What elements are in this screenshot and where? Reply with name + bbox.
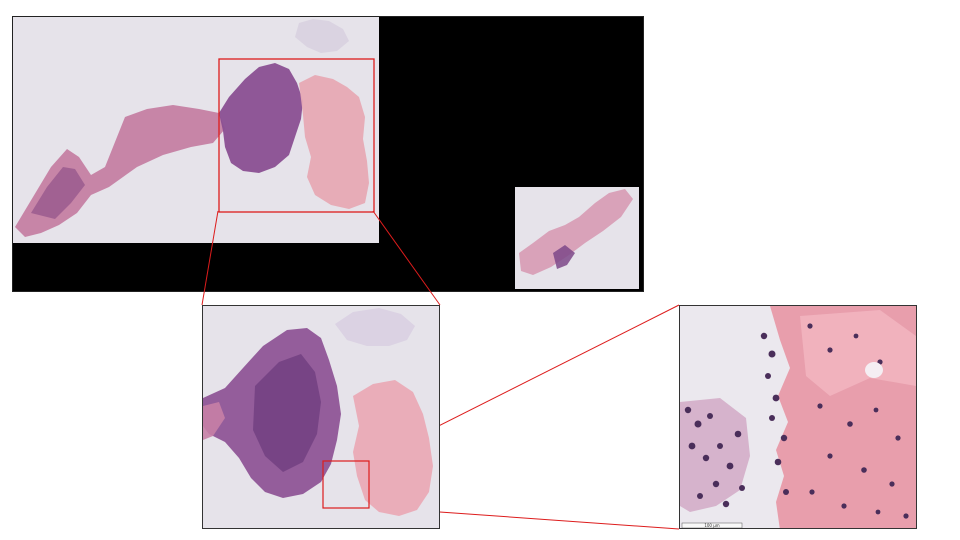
zoom-2-stroma-fibers	[800, 310, 916, 396]
nucleus	[768, 350, 776, 358]
nucleus	[772, 394, 780, 402]
nucleus	[688, 442, 696, 450]
nucleus	[853, 333, 859, 339]
scale-bar	[681, 522, 743, 528]
nucleus	[684, 406, 692, 414]
nucleus	[722, 500, 730, 508]
whole-slide-overview-panel	[12, 16, 644, 292]
zoom-2-vacuole	[865, 362, 883, 378]
zoom-1-loose-top	[335, 308, 415, 346]
tissue-fragment-right-dense	[553, 245, 575, 269]
nucleus	[694, 420, 702, 428]
nucleus	[841, 503, 847, 509]
nucleus	[783, 489, 789, 495]
nucleus	[765, 373, 771, 379]
nucleus	[889, 481, 895, 487]
tissue-fragment-pink	[299, 75, 369, 209]
nucleus	[809, 489, 815, 495]
zoom-1-stroma-pink	[353, 380, 433, 516]
nucleus	[903, 513, 909, 519]
zoom-level-2-panel: 100 µm	[679, 305, 917, 529]
tissue-fragment-left-dense	[31, 167, 85, 219]
nucleus	[712, 480, 720, 488]
nucleus	[707, 413, 713, 419]
nucleus	[861, 467, 867, 473]
nucleus	[702, 454, 710, 462]
roi-box-level-2	[322, 460, 370, 509]
zoom-1-tumor-core	[253, 354, 321, 472]
zoom-level-2-image: 100 µm	[680, 306, 916, 528]
nucleus	[895, 435, 901, 441]
nucleus	[769, 415, 775, 421]
nucleus	[739, 485, 745, 491]
nucleus	[827, 347, 833, 353]
nucleus	[873, 407, 879, 413]
nucleus	[734, 430, 742, 438]
nucleus	[807, 323, 813, 329]
nucleus	[697, 493, 703, 499]
zoom-2-nuclei	[684, 323, 909, 519]
tissue-fragment-right-small	[519, 189, 633, 275]
scale-bar-label: 100 µm	[704, 523, 719, 528]
nucleus	[817, 403, 823, 409]
tissue-fragment-top-loose	[295, 19, 349, 53]
nucleus	[827, 453, 833, 459]
zoom-level-1-panel	[202, 305, 440, 529]
nucleus	[847, 421, 853, 427]
nucleus	[726, 462, 734, 470]
roi-box-level-1	[218, 58, 375, 213]
nucleus	[717, 443, 723, 449]
nucleus	[875, 509, 881, 515]
whole-slide-image	[13, 17, 643, 291]
zoom-level-1-image	[203, 306, 439, 528]
tissue-fragment-center	[219, 63, 303, 173]
nucleus	[780, 434, 788, 442]
nucleus	[774, 458, 782, 466]
zoom-1-fringe-left	[203, 402, 225, 440]
nucleus	[760, 332, 768, 340]
